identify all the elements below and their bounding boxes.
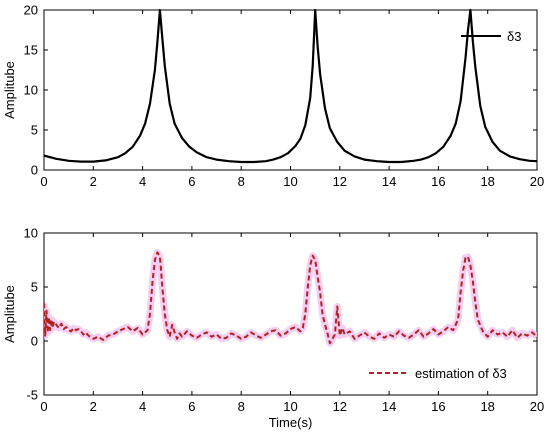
x-tick-label: 6: [188, 399, 195, 414]
bottom-chart: 0 2 4 6 8 10 12 14 16 18 20-50510AmplitubeTime(s)e…: [2, 226, 544, 431]
x-axis-label: Time(s): [269, 415, 313, 430]
y-axis-label: Amplitube: [2, 285, 17, 343]
x-tick-label: 4: [139, 174, 146, 189]
y-tick-label: 20: [24, 3, 38, 18]
x-tick-label: 18: [480, 174, 494, 189]
x-tick-label: 10: [283, 399, 297, 414]
x-tick-label: 12: [333, 399, 347, 414]
x-tick-label: 12: [333, 174, 347, 189]
x-tick-label: 8: [238, 174, 245, 189]
x-tick-label: 16: [431, 174, 445, 189]
x-tick-label: 14: [382, 399, 396, 414]
x-tick-label: 4: [139, 399, 146, 414]
x-tick-label: 2: [90, 399, 97, 414]
x-tick-label: 16: [431, 399, 445, 414]
y-tick-label: 0: [31, 334, 38, 349]
x-tick-label: 0: [40, 174, 47, 189]
legend-label: estimation of δ3: [415, 366, 507, 381]
x-tick-label: 20: [530, 174, 544, 189]
x-tick-label: 14: [382, 174, 396, 189]
plot-frame: [43, 9, 538, 171]
x-tick-label: 20: [530, 399, 544, 414]
y-tick-label: 10: [24, 226, 38, 241]
y-tick-label: 5: [31, 280, 38, 295]
x-tick-label: 8: [238, 399, 245, 414]
legend-label: δ3: [507, 29, 521, 44]
y-tick-label: 5: [31, 123, 38, 138]
x-tick-label: 2: [90, 174, 97, 189]
x-tick-label: 0: [40, 399, 47, 414]
x-tick-label: 10: [283, 174, 297, 189]
legend: estimation of δ3: [369, 366, 507, 381]
y-tick-label: 15: [24, 43, 38, 58]
y-tick-label: -5: [26, 388, 38, 403]
y-tick-label: 10: [24, 83, 38, 98]
top-chart: 0 2 4 6 8 10 12 14 16 18 20 0 5 10 15 20 Amplitube δ3: [2, 3, 544, 190]
series-line: [44, 251, 537, 345]
series-line: [44, 9, 537, 164]
y-tick-label: 0: [31, 163, 38, 178]
legend: δ3: [461, 29, 521, 44]
x-tick-label: 6: [188, 174, 195, 189]
y-axis-label: Amplitube: [2, 61, 17, 119]
x-tick-label: 18: [480, 399, 494, 414]
